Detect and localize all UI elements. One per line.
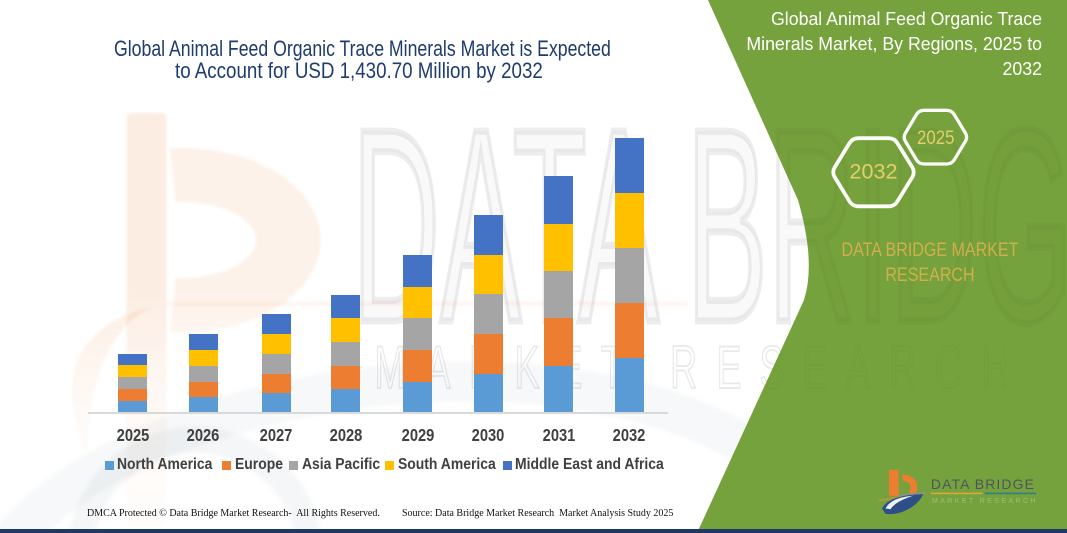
svg-text:DATA BRIDGE: DATA BRIDGE: [931, 476, 1035, 492]
svg-text:2025: 2025: [917, 128, 955, 149]
svg-text:2032: 2032: [850, 160, 898, 184]
svg-text:MARKET RESEARCH: MARKET RESEARCH: [932, 498, 1038, 505]
